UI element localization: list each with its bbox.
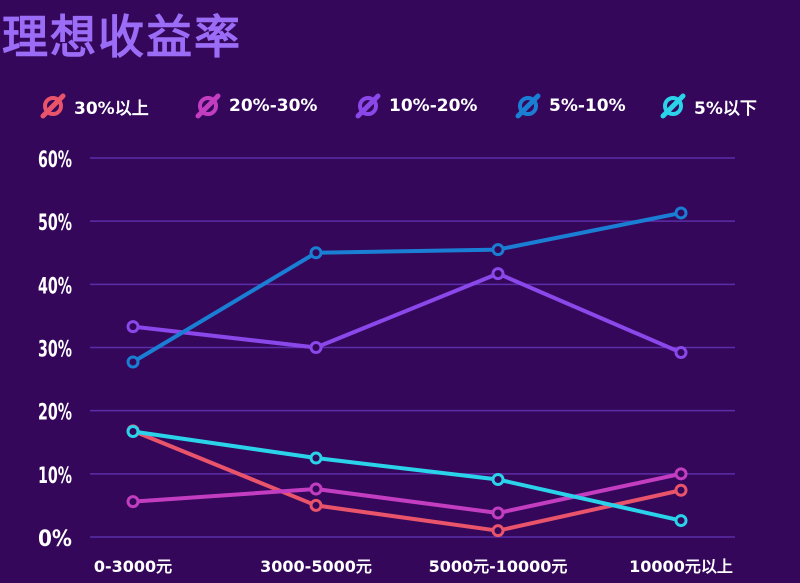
legend-item-3: 10%-20% [353, 88, 477, 124]
legend-item-2: 20%-30% [193, 88, 317, 124]
y-tick-label: 30% [38, 338, 72, 363]
y-tick-label: 40% [38, 274, 72, 299]
data-point [674, 514, 688, 528]
y-axis-ticks: 0% 10% 20% 30% 40% 50% 60% [38, 148, 72, 552]
gridlines [90, 157, 735, 538]
data-point [491, 243, 505, 257]
data-point [126, 425, 140, 439]
data-point [491, 473, 505, 487]
legend-label: 5%-10% [549, 96, 626, 116]
series-4 [126, 206, 688, 369]
series-line [131, 471, 683, 515]
data-point [674, 483, 688, 497]
legend-item-4: 5%-10% [513, 88, 626, 124]
y-tick-label: 50% [38, 211, 72, 236]
legend-marker-icon [660, 93, 686, 119]
x-tick-label: 5000元-10000元 [429, 557, 568, 576]
series-line [131, 428, 683, 533]
x-tick-label: 3000-5000元 [260, 557, 372, 576]
data-point [309, 498, 323, 512]
data-point [309, 482, 323, 496]
chart-title: 理想收益率 [2, 10, 242, 64]
data-point [126, 320, 140, 334]
x-tick-label: 10000元以上 [629, 557, 733, 576]
data-point [126, 495, 140, 509]
data-point [674, 346, 688, 360]
series-line [131, 210, 683, 365]
data-point [309, 341, 323, 354]
data-point [491, 506, 505, 520]
x-tick-label: 0-3000元 [94, 557, 172, 576]
data-point [309, 246, 323, 260]
y-tick-label: 10% [38, 464, 72, 489]
series-lines [126, 206, 688, 538]
legend-item-5: 5%以下 [658, 88, 757, 124]
series-3 [126, 267, 688, 360]
y-tick-label: 20% [38, 401, 72, 426]
legend-marker-icon [515, 93, 541, 119]
data-point [309, 451, 323, 465]
legend: 30%以上 20%-30% 10%-20% 5%-10% [38, 88, 798, 124]
data-point [491, 267, 505, 281]
legend-label: 5%以下 [694, 98, 757, 119]
legend-label: 30%以上 [74, 98, 149, 119]
legend-label: 20%-30% [229, 96, 318, 116]
legend-label: 10%-20% [389, 96, 478, 116]
series-5 [126, 425, 688, 528]
y-tick-label: 60% [38, 148, 72, 173]
series-2 [126, 467, 688, 520]
legend-marker-icon [355, 93, 381, 119]
data-point [126, 355, 140, 369]
data-point [674, 206, 688, 220]
x-axis-ticks: 0-3000元 3000-5000元 5000元-10000元 10000元以上 [94, 557, 733, 576]
legend-item-1: 30%以上 [38, 88, 149, 124]
legend-marker-icon [195, 93, 221, 119]
legend-marker-icon [40, 93, 66, 119]
y-tick-label: 0% [38, 527, 72, 552]
data-point [674, 467, 688, 481]
data-point [491, 524, 505, 538]
series-line [131, 429, 683, 523]
series-line [131, 271, 683, 355]
